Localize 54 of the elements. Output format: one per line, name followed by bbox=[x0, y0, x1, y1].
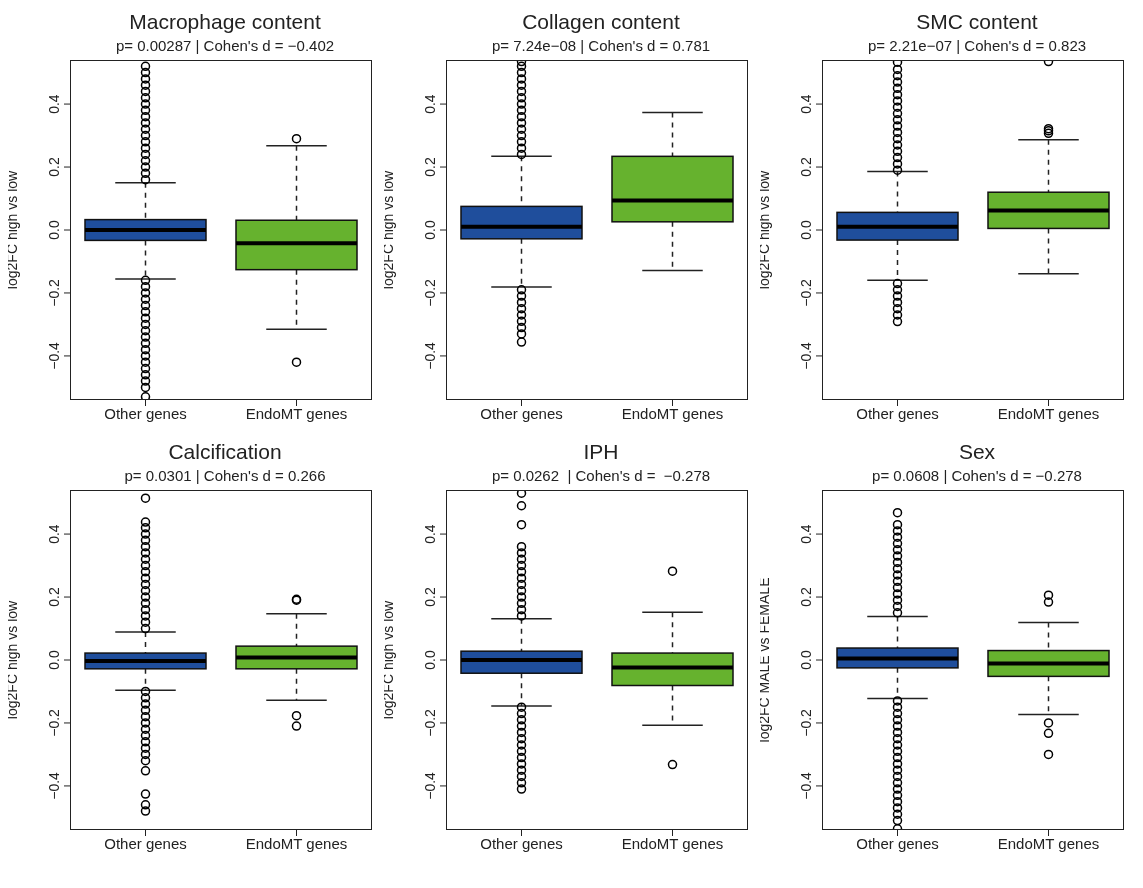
y-tick-label: 0.2 bbox=[421, 157, 438, 177]
y-tick-label: −0.4 bbox=[797, 341, 814, 370]
y-tick-label: 0.0 bbox=[45, 650, 62, 670]
y-tick-label: −0.2 bbox=[45, 278, 62, 307]
chart-title: IPH bbox=[582, 439, 620, 465]
y-tick-label: −0.2 bbox=[421, 708, 438, 737]
x-tick-label: EndoMT genes bbox=[245, 834, 348, 852]
chart-subtitle: p= 7.24e−08 | Cohen's d = 0.781 bbox=[490, 36, 712, 56]
y-tick-label: 0.4 bbox=[45, 94, 62, 114]
chart-title: Macrophage content bbox=[128, 9, 322, 35]
y-tick-label: 0.2 bbox=[421, 587, 438, 607]
chart-subtitle: p= 0.0301 | Cohen's d = 0.266 bbox=[123, 466, 327, 486]
x-tick-label: EndoMT genes bbox=[997, 834, 1100, 852]
chart-title: SMC content bbox=[915, 9, 1039, 35]
y-tick-label: 0.2 bbox=[797, 157, 814, 177]
y-tick-label: −0.4 bbox=[45, 771, 62, 800]
x-tick-label: Other genes bbox=[480, 404, 563, 422]
x-tick-label: Other genes bbox=[104, 834, 187, 852]
y-tick-label: −0.4 bbox=[797, 771, 814, 800]
y-tick-label: −0.2 bbox=[45, 708, 62, 737]
y-tick-label: 0.4 bbox=[797, 524, 814, 544]
y-tick-label: 0.0 bbox=[421, 220, 438, 240]
y-tick-label: −0.2 bbox=[797, 708, 814, 737]
x-tick-label: Other genes bbox=[104, 404, 187, 422]
y-tick-label: −0.4 bbox=[421, 771, 438, 800]
y-tick-label: −0.2 bbox=[797, 278, 814, 307]
chart-title: Calcification bbox=[167, 439, 283, 465]
chart-subtitle: p= 2.21e−07 | Cohen's d = 0.823 bbox=[866, 36, 1088, 56]
y-tick-label: −0.4 bbox=[45, 341, 62, 370]
chart-subtitle: p= 0.00287 | Cohen's d = −0.402 bbox=[114, 36, 336, 56]
y-tick-label: 0.2 bbox=[797, 587, 814, 607]
x-tick-label: Other genes bbox=[856, 404, 939, 422]
x-tick-label: EndoMT genes bbox=[245, 404, 348, 422]
x-tick-label: EndoMT genes bbox=[621, 404, 724, 422]
chart-subtitle: p= 0.0608 | Cohen's d = −0.278 bbox=[871, 466, 1083, 486]
x-tick-label: EndoMT genes bbox=[621, 834, 724, 852]
x-tick-label: EndoMT genes bbox=[997, 404, 1100, 422]
chart-title: Collagen content bbox=[521, 9, 681, 35]
y-tick-label: 0.0 bbox=[797, 220, 814, 240]
y-tick-label: 0.4 bbox=[421, 524, 438, 544]
y-tick-label: 0.0 bbox=[45, 220, 62, 240]
chart-subtitle: p= 0.0262 | Cohen's d = −0.278 bbox=[490, 466, 712, 486]
y-tick-label: 0.2 bbox=[45, 587, 62, 607]
y-tick-label: 0.4 bbox=[797, 94, 814, 114]
y-tick-label: 0.4 bbox=[45, 524, 62, 544]
x-tick-label: Other genes bbox=[480, 834, 563, 852]
x-tick-label: Other genes bbox=[856, 834, 939, 852]
y-tick-label: −0.2 bbox=[421, 278, 438, 307]
y-tick-label: 0.0 bbox=[421, 650, 438, 670]
chart-title: Sex bbox=[957, 439, 997, 465]
y-tick-label: 0.4 bbox=[421, 94, 438, 114]
y-tick-label: 0.0 bbox=[797, 650, 814, 670]
y-tick-label: −0.4 bbox=[421, 341, 438, 370]
y-tick-label: 0.2 bbox=[45, 157, 62, 177]
